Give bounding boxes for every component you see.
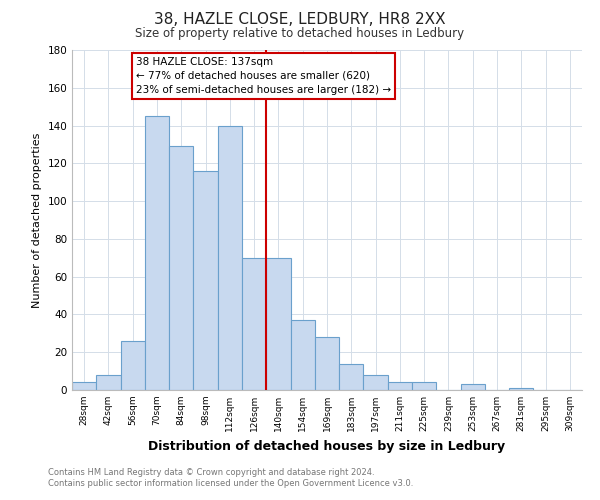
Bar xyxy=(121,341,145,390)
Bar xyxy=(96,375,121,390)
Bar xyxy=(242,258,266,390)
Bar xyxy=(145,116,169,390)
Bar xyxy=(461,384,485,390)
Bar xyxy=(412,382,436,390)
Bar xyxy=(218,126,242,390)
Bar xyxy=(169,146,193,390)
Bar xyxy=(193,171,218,390)
Bar xyxy=(364,375,388,390)
Text: Size of property relative to detached houses in Ledbury: Size of property relative to detached ho… xyxy=(136,28,464,40)
Bar xyxy=(339,364,364,390)
Bar xyxy=(266,258,290,390)
Bar xyxy=(315,337,339,390)
Text: Contains HM Land Registry data © Crown copyright and database right 2024.
Contai: Contains HM Land Registry data © Crown c… xyxy=(48,468,413,487)
Bar xyxy=(72,382,96,390)
Text: 38 HAZLE CLOSE: 137sqm
← 77% of detached houses are smaller (620)
23% of semi-de: 38 HAZLE CLOSE: 137sqm ← 77% of detached… xyxy=(136,57,391,95)
X-axis label: Distribution of detached houses by size in Ledbury: Distribution of detached houses by size … xyxy=(148,440,506,452)
Bar xyxy=(509,388,533,390)
Y-axis label: Number of detached properties: Number of detached properties xyxy=(32,132,42,308)
Bar xyxy=(388,382,412,390)
Text: 38, HAZLE CLOSE, LEDBURY, HR8 2XX: 38, HAZLE CLOSE, LEDBURY, HR8 2XX xyxy=(154,12,446,28)
Bar xyxy=(290,320,315,390)
